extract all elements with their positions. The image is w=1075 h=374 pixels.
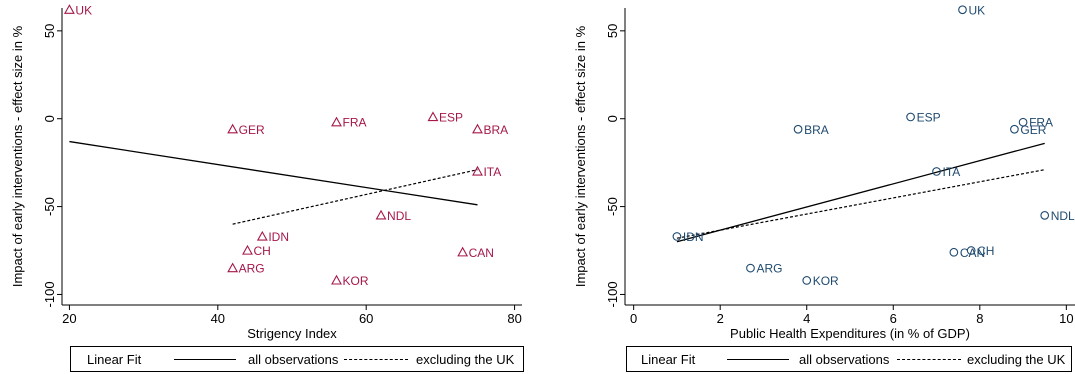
y-tick-label: -50 bbox=[42, 197, 57, 216]
legend-dashed-line bbox=[897, 359, 961, 360]
point-marker bbox=[375, 209, 387, 220]
point-marker bbox=[227, 262, 239, 273]
fit-line-all bbox=[69, 140, 478, 206]
point-label: FRA bbox=[1029, 116, 1053, 130]
point-label: BRA bbox=[483, 123, 508, 137]
point-marker bbox=[256, 230, 268, 241]
point-marker bbox=[1040, 211, 1050, 220]
point-label: ARG bbox=[756, 262, 782, 276]
point-label: IDN bbox=[268, 230, 289, 244]
point-marker bbox=[1018, 117, 1028, 127]
x-tick-label: 4 bbox=[803, 311, 810, 326]
point-marker bbox=[906, 112, 915, 122]
x-tick-label: 6 bbox=[890, 311, 897, 326]
y-tick-label: -100 bbox=[605, 281, 620, 307]
point-label: CAN bbox=[469, 246, 494, 260]
y-tick-label: -50 bbox=[605, 197, 620, 216]
point-marker bbox=[331, 274, 342, 285]
point-label: UK bbox=[969, 3, 986, 17]
y-tick-label: 0 bbox=[42, 115, 57, 122]
x-axis-label: Public Health Expenditures (in % of GDP) bbox=[730, 326, 970, 341]
point-label: IDN bbox=[683, 230, 704, 244]
legend-title: Linear Fit bbox=[641, 352, 696, 367]
legend-dashed-line bbox=[344, 359, 408, 360]
fit-line-all bbox=[676, 142, 1045, 243]
point-marker bbox=[746, 263, 755, 273]
point-marker bbox=[472, 165, 483, 176]
point-marker bbox=[227, 123, 239, 134]
point-marker bbox=[1010, 124, 1019, 134]
fit-line-excl-uk bbox=[232, 169, 478, 225]
point-marker bbox=[793, 124, 803, 134]
y-tick-label: 50 bbox=[605, 24, 620, 38]
point-label: CH bbox=[253, 244, 270, 258]
x-axis-label: Strigency Index bbox=[247, 326, 337, 341]
point-label: GER bbox=[1020, 123, 1046, 137]
legend-all-label: all observations bbox=[248, 352, 339, 367]
point-marker bbox=[457, 246, 469, 257]
point-marker bbox=[802, 276, 812, 285]
point-label: GER bbox=[239, 123, 265, 137]
point-label: ITA bbox=[943, 165, 961, 179]
legend-solid-line bbox=[727, 359, 789, 360]
point-marker bbox=[472, 123, 483, 134]
x-tick-label: 2 bbox=[717, 311, 724, 326]
point-label: UK bbox=[75, 3, 92, 17]
point-label: KOR bbox=[343, 274, 369, 288]
point-label: ITA bbox=[483, 165, 501, 179]
point-label: ESP bbox=[439, 110, 463, 124]
point-label: KOR bbox=[813, 274, 839, 288]
legend-left: Linear Fit all observations excluding th… bbox=[70, 346, 524, 372]
legend-solid-line bbox=[174, 359, 236, 360]
x-tick-label: 60 bbox=[359, 311, 373, 326]
x-tick-label: 8 bbox=[976, 311, 983, 326]
point-marker bbox=[331, 116, 342, 127]
legend-all-label: all observations bbox=[799, 352, 890, 367]
point-marker bbox=[949, 247, 959, 257]
point-marker bbox=[427, 111, 439, 122]
fit-line-excl-uk bbox=[676, 169, 1045, 239]
point-marker bbox=[932, 167, 941, 176]
legend-excl-label: excluding the UK bbox=[967, 352, 1066, 367]
point-label: ESP bbox=[917, 110, 941, 124]
y-tick-label: 0 bbox=[605, 115, 620, 122]
point-label: NDL bbox=[387, 209, 411, 223]
y-axis-label: Impact of early interventions - effect s… bbox=[573, 25, 588, 287]
point-label: FRA bbox=[343, 116, 367, 130]
legend-excl-label: excluding the UK bbox=[416, 352, 515, 367]
y-tick-label: 50 bbox=[42, 24, 57, 38]
point-marker bbox=[63, 4, 75, 14]
chart-stringency: -100 -50 0 50 20 40 60 80 Strigency Index Impact … bbox=[10, 3, 522, 341]
point-label: CAN bbox=[960, 246, 985, 260]
y-tick-label: -100 bbox=[42, 281, 57, 307]
legend-right: Linear Fit all observations excluding th… bbox=[626, 346, 1072, 372]
x-tick-label: 10 bbox=[1059, 311, 1073, 326]
x-tick-label: 80 bbox=[507, 311, 521, 326]
chart-health-expenditure: -100 -50 0 50 0 2 4 6 8 10 Public Health Expenditu… bbox=[573, 3, 1075, 341]
point-marker bbox=[672, 232, 682, 241]
point-marker bbox=[242, 244, 253, 255]
point-marker bbox=[958, 5, 967, 15]
point-label: NDL bbox=[1051, 209, 1075, 223]
x-tick-label: 40 bbox=[211, 311, 225, 326]
point-label: ARG bbox=[239, 262, 265, 276]
x-tick-label: 0 bbox=[630, 311, 637, 326]
point-label: BRA bbox=[804, 123, 829, 137]
point-marker bbox=[966, 246, 976, 255]
point-label: CH bbox=[977, 244, 994, 258]
y-axis-label: Impact of early interventions - effect s… bbox=[10, 25, 25, 287]
legend-title: Linear Fit bbox=[87, 352, 142, 367]
x-tick-label: 20 bbox=[62, 311, 76, 326]
